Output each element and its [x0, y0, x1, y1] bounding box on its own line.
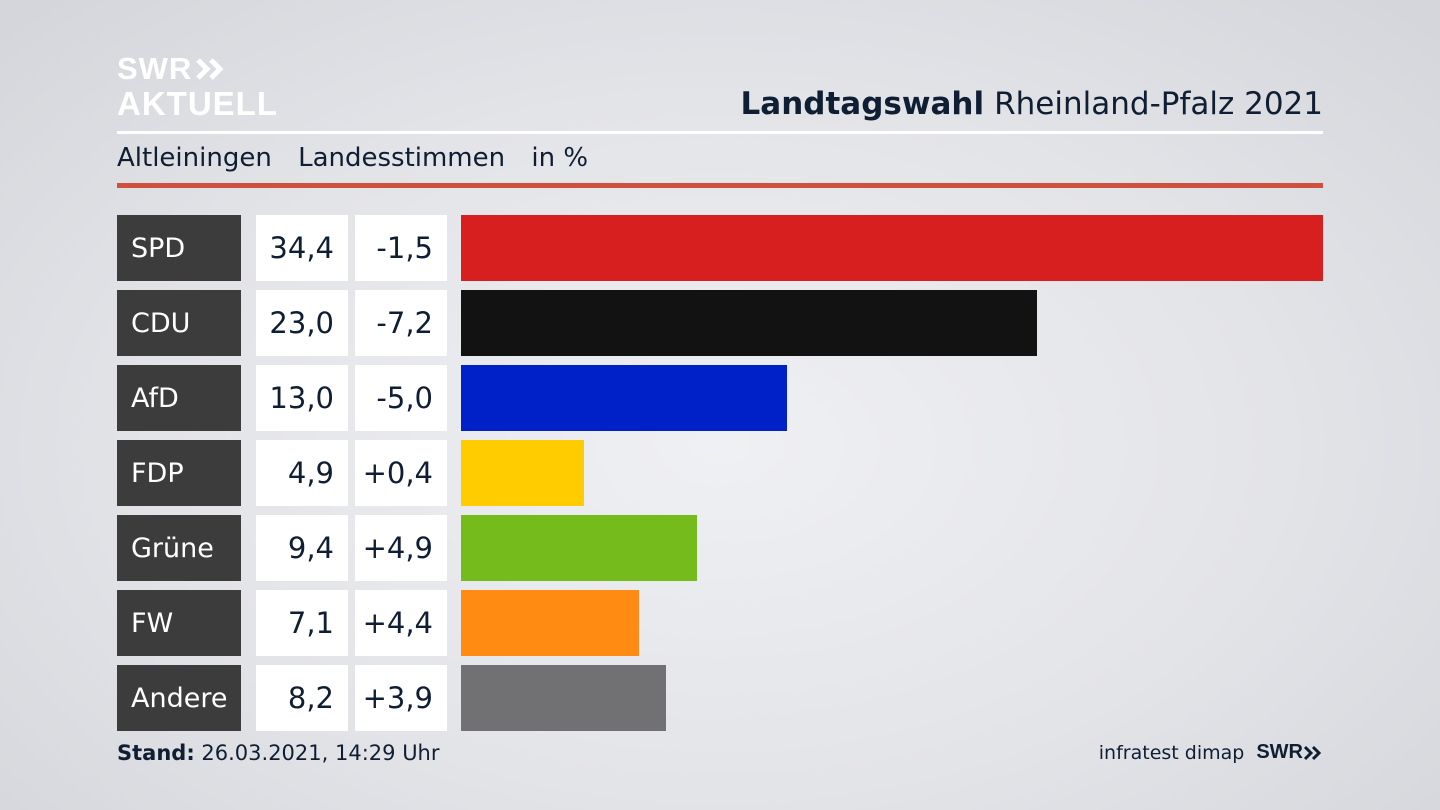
footer-swr-logo: SWR: [1256, 741, 1323, 764]
timestamp: Stand: 26.03.2021, 14:29 Uhr: [117, 741, 440, 765]
swr-aktuell-logo: SWR AKTUELL: [117, 53, 278, 120]
party-label: Grüne: [117, 515, 241, 581]
footer-brand: SWR: [1256, 741, 1303, 763]
logo-line-1: SWR: [117, 51, 193, 86]
vote-share-bar: [461, 665, 666, 731]
vote-share-label: 34,4: [256, 215, 348, 281]
vote-share-bar: [461, 515, 697, 581]
double-chevron-icon: [196, 57, 224, 80]
vote-share-label: 23,0: [256, 290, 348, 356]
change-label: -7,2: [355, 290, 447, 356]
result-row: FDP 4,9 +0,4: [117, 440, 1323, 506]
subtitle-divider: [117, 183, 1323, 188]
vote-share-bar: [461, 440, 584, 506]
double-chevron-icon: [1303, 745, 1322, 760]
change-label: +4,4: [355, 590, 447, 656]
source-name: infratest dimap: [1098, 741, 1245, 764]
title-rest: Rheinland-Pfalz 2021: [994, 86, 1323, 122]
result-row: FW 7,1 +4,4: [117, 590, 1323, 656]
party-label: SPD: [117, 215, 241, 281]
change-label: -5,0: [355, 365, 447, 431]
subtitle-place: Altleiningen: [117, 143, 272, 173]
stand-label: Stand:: [117, 741, 195, 765]
chart-subtitle: Altleiningen Landesstimmen in %: [117, 143, 606, 173]
logo-line-2: AKTUELL: [117, 85, 278, 122]
header-divider: [117, 131, 1323, 134]
party-label: AfD: [117, 365, 241, 431]
vote-share-bar: [461, 290, 1037, 356]
change-label: -1,5: [355, 215, 447, 281]
stand-value: 26.03.2021, 14:29 Uhr: [201, 741, 440, 765]
vote-share-label: 7,1: [256, 590, 348, 656]
party-label: Andere: [117, 665, 241, 731]
vote-share-label: 13,0: [256, 365, 348, 431]
vote-share-label: 8,2: [256, 665, 348, 731]
result-row: Andere 8,2 +3,9: [117, 665, 1323, 731]
result-row: Grüne 9,4 +4,9: [117, 515, 1323, 581]
vote-share-bar: [461, 365, 787, 431]
result-row: AfD 13,0 -5,0: [117, 365, 1323, 431]
result-row: SPD 34,4 -1,5: [117, 215, 1323, 281]
party-label: FDP: [117, 440, 241, 506]
vote-share-bar: [461, 590, 639, 656]
title-bold: Landtagswahl: [740, 86, 985, 122]
page-title: Landtagswahl Rheinland-Pfalz 2021: [741, 86, 1323, 122]
subtitle-kind: Landesstimmen: [298, 143, 506, 173]
change-label: +0,4: [355, 440, 447, 506]
source-credit: infratest dimap SWR: [1099, 741, 1323, 764]
vote-share-label: 9,4: [256, 515, 348, 581]
subtitle-unit: in %: [531, 143, 589, 173]
change-label: +3,9: [355, 665, 447, 731]
change-label: +4,9: [355, 515, 447, 581]
vote-share-label: 4,9: [256, 440, 348, 506]
vote-share-bar: [461, 215, 1323, 281]
party-label: CDU: [117, 290, 241, 356]
party-label: FW: [117, 590, 241, 656]
result-row: CDU 23,0 -7,2: [117, 290, 1323, 356]
